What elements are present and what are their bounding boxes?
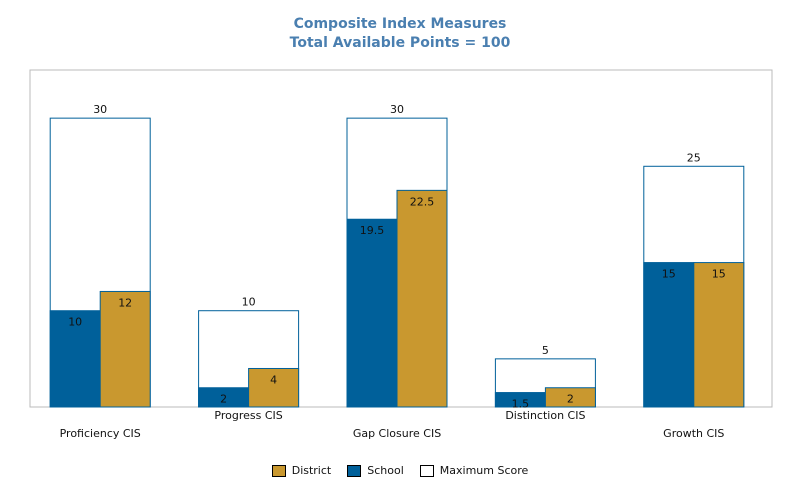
school-label-progress-cis: 2 xyxy=(220,393,227,406)
district-bar-proficiency-cis xyxy=(99,290,151,408)
bar-chart: 30 10 12 Proficiency CIS 10 2 4 Progress CIS 30 1… xyxy=(29,69,773,440)
district-bar-progress-cis xyxy=(248,367,300,408)
school-label-gap-closure-cis: 19.5 xyxy=(360,224,385,237)
max-label-proficiency-cis: 30 xyxy=(93,103,107,116)
max-label-progress-cis: 10 xyxy=(242,296,256,309)
district-label-distinction-cis: 2 xyxy=(567,393,574,406)
max-label-gap-closure-cis: 30 xyxy=(390,103,404,116)
category-label-gap-closure-cis: Gap Closure CIS xyxy=(353,427,441,440)
max-label-growth-cis: 25 xyxy=(687,151,701,164)
district-bar-gap-closure-cis xyxy=(396,189,448,408)
legend-swatch-district xyxy=(271,464,286,477)
category-label-progress-cis: Progress CIS xyxy=(214,409,282,422)
school-bar-gap-closure-cis xyxy=(346,218,398,408)
category-label-distinction-cis: Distinction CIS xyxy=(505,409,585,422)
max-label-distinction-cis: 5 xyxy=(542,344,549,357)
legend-label-maximum-score: Maximum Score xyxy=(439,464,529,477)
chart-legend: District School Maximum Score xyxy=(0,464,800,477)
legend-swatch-maximum-score xyxy=(419,464,434,477)
chart-title: Composite Index Measures xyxy=(293,16,507,32)
category-label-proficiency-cis: Proficiency CIS xyxy=(60,427,141,440)
district-bar-distinction-cis xyxy=(544,387,596,408)
district-label-progress-cis: 4 xyxy=(270,373,277,386)
legend-item-district: District xyxy=(271,464,332,477)
legend-label-district: District xyxy=(291,464,332,477)
district-label-proficiency-cis: 12 xyxy=(118,296,132,309)
legend-label-school: School xyxy=(367,464,404,477)
legend-item-school: School xyxy=(347,464,404,477)
category-label-growth-cis: Growth CIS xyxy=(663,427,724,440)
school-bar-growth-cis xyxy=(643,262,695,408)
legend-swatch-school xyxy=(347,464,362,477)
chart-subtitle: Total Available Points = 100 xyxy=(289,35,511,51)
school-label-growth-cis: 15 xyxy=(662,268,676,281)
school-bar-proficiency-cis xyxy=(49,310,101,408)
legend-item-maximum-score: Maximum Score xyxy=(419,464,529,477)
district-bar-growth-cis xyxy=(693,262,745,408)
district-label-growth-cis: 15 xyxy=(712,268,726,281)
school-label-proficiency-cis: 10 xyxy=(68,316,82,329)
district-label-gap-closure-cis: 22.5 xyxy=(410,195,435,208)
school-label-distinction-cis: 1.5 xyxy=(512,398,530,411)
